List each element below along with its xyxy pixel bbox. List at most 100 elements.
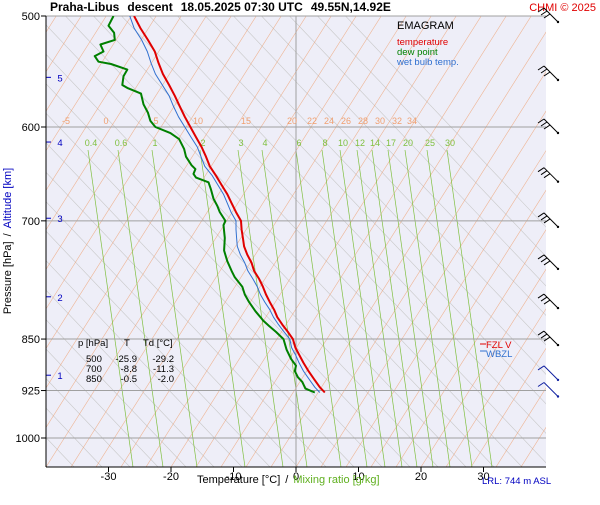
isotherm-label: 34 — [407, 116, 417, 126]
mixing-ratio-line — [295, 149, 342, 467]
wind-barb-flag — [543, 299, 551, 305]
wind-barb-flag — [543, 260, 551, 266]
dry-adiabat-line — [46, 171, 327, 467]
altitude-tick-label: 1 — [57, 371, 62, 382]
isotherm-line — [170, 16, 457, 467]
fzl-label: FZL V — [486, 340, 512, 351]
dry-adiabat-line — [233, 16, 546, 346]
dry-adiabat-line — [46, 348, 159, 467]
isotherm-line — [46, 16, 132, 152]
series-lines — [93, 16, 326, 394]
isotherm-line — [46, 16, 232, 310]
sounding-datetime: 18.05.2025 07:30 UTC — [181, 0, 303, 14]
temperature-tick-label: -20 — [163, 471, 179, 483]
wind-barb-flag — [537, 7, 545, 13]
table-row-700-td: -11.3 — [153, 364, 174, 375]
isotherm-line — [320, 110, 546, 467]
x-axis-mixing-label: Mixing ratio [g/kg] — [293, 474, 379, 486]
mixing-ratio-label: 6 — [296, 138, 301, 148]
mixing-ratio-label: 30 — [445, 138, 455, 148]
altitude-tick-label: 4 — [57, 138, 62, 149]
isotherm-label: -5 — [62, 116, 70, 126]
dry-adiabat-line — [46, 201, 299, 467]
wind-barb-staff — [543, 365, 559, 381]
table-row-700-p: 700 — [86, 364, 102, 375]
mixing-ratio-line — [387, 149, 434, 467]
wind-barb-flag — [543, 336, 551, 342]
isotherm-label: 28 — [358, 116, 368, 126]
x-axis-title: Temperature [°C] / Mixing ratio [g/kg] — [197, 474, 380, 486]
mixing-ratio-label: 25 — [425, 138, 435, 148]
isotherm-line — [545, 466, 546, 467]
pressure-tick-label: 850 — [22, 334, 40, 346]
legend-item-dew-point: dew point — [397, 47, 438, 58]
dry-adiabat-line — [317, 16, 546, 257]
x-axis-separator: / — [285, 474, 289, 486]
dry-adiabat-line — [121, 16, 546, 464]
copyright: CHMI © 2025 — [529, 2, 596, 14]
values-table: p [hPa] T Td [°C] 500 -25.9 -29.2 700 -8… — [78, 338, 174, 385]
mixing-ratio-label: 3 — [238, 138, 243, 148]
isotherm-line — [445, 308, 546, 467]
wind-barb-flag — [540, 121, 548, 127]
mixing-ratio-line — [87, 149, 134, 467]
table-row-500-p: 500 — [86, 354, 102, 365]
station-name: Praha-Libus — [50, 0, 120, 14]
mixing-ratio-line — [261, 149, 308, 467]
mixing-ratio-label: 14 — [370, 138, 380, 148]
table-header-p: p [hPa] — [78, 338, 108, 349]
isotherm-line — [145, 16, 432, 467]
isotherm-line — [420, 268, 546, 467]
isotherm-label: 32 — [392, 116, 402, 126]
wind-barb-flag — [540, 10, 548, 16]
isotherm-line — [571, 16, 600, 467]
table-row-500-t: -25.9 — [115, 354, 137, 365]
isotherm-label: 30 — [375, 116, 385, 126]
wind-barb-flag — [537, 118, 545, 124]
wind-barb — [537, 65, 560, 82]
temperature-tick-label: 30 — [477, 471, 489, 483]
isotherm-line — [220, 16, 507, 467]
wind-barb — [537, 167, 560, 183]
table-row-850-p: 850 — [86, 374, 102, 385]
isotherm-label: 5 — [153, 116, 158, 126]
isotherm-line — [470, 347, 546, 467]
isotherm-line — [395, 229, 546, 467]
table-header-t: T — [124, 338, 130, 349]
isotherm-label: 24 — [324, 116, 334, 126]
mixing-ratio-label: 8 — [322, 138, 327, 148]
wind-barb-flag — [537, 65, 545, 71]
wind-barb-staff — [543, 212, 559, 228]
wind-barb-flag — [543, 218, 551, 224]
wind-barb-staff — [543, 65, 559, 81]
mixing-ratio-line — [117, 149, 164, 467]
isotherm-line — [95, 16, 382, 467]
chart-title: Praha-Libus descent 18.05.2025 07:30 UTC 49… — [50, 0, 391, 14]
mixing-ratio-line — [371, 149, 418, 467]
table-row-700-t: -8.8 — [121, 364, 137, 375]
series-dew-point — [93, 16, 316, 394]
y-axis-altitude-label: Altitude [km] — [2, 168, 14, 229]
overlay-labels: -5 0 5 10 15 20 22 24 26 28 30 32 340.4 0.6 1 2 3 4 6 8 10 12… — [62, 116, 455, 148]
mixing-ratio-line — [404, 149, 451, 467]
legend-title: EMAGRAM — [397, 20, 454, 32]
grid-lines — [46, 15, 546, 467]
background-lines — [46, 16, 600, 467]
table-row-850-t: -0.5 — [121, 374, 137, 385]
isotherm-label: 22 — [307, 116, 317, 126]
mixing-ratio-label: 0.4 — [85, 138, 98, 148]
dry-adiabat-line — [345, 16, 546, 228]
wind-barb-staff — [543, 293, 559, 309]
pressure-tick-label: 600 — [22, 122, 40, 134]
isotherm-label: 0 — [103, 116, 108, 126]
wbzl-label: WBZL — [486, 349, 512, 360]
dry-adiabat-line — [93, 16, 523, 467]
isotherm-line — [120, 16, 407, 467]
dry-adiabat-line — [46, 83, 411, 467]
temperature-tick-label: 0 — [293, 471, 299, 483]
isotherm-line — [46, 16, 307, 429]
wind-barb-flag — [537, 293, 545, 299]
isotherm-line — [596, 16, 600, 467]
